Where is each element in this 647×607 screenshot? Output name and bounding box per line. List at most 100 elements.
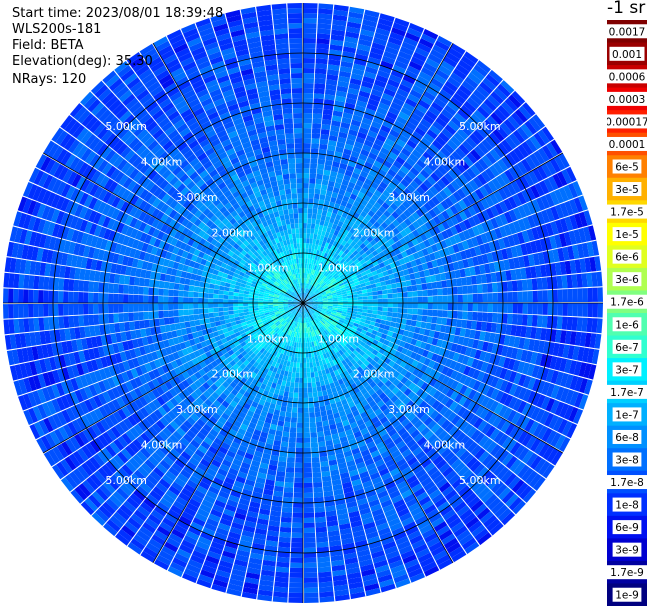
range-gate — [456, 128, 469, 140]
range-gate — [315, 376, 320, 382]
range-gate — [468, 179, 479, 191]
range-gate — [322, 297, 328, 300]
range-gate — [353, 184, 362, 192]
range-gate — [321, 241, 327, 247]
range-gate — [346, 231, 353, 239]
range-gate — [400, 178, 410, 188]
range-gate — [356, 290, 363, 295]
range-gate — [416, 217, 425, 227]
range-gate — [431, 353, 439, 362]
range-gate — [289, 577, 303, 583]
range-gate — [311, 377, 316, 383]
range-gate — [365, 331, 372, 337]
range-gate — [305, 294, 310, 300]
range-gate — [357, 299, 363, 303]
range-gate — [332, 304, 338, 307]
range-gate — [338, 188, 346, 196]
range-gate — [345, 285, 351, 289]
range-gate — [512, 129, 525, 144]
range-gate — [347, 238, 354, 245]
range-gate — [418, 270, 426, 278]
range-gate — [322, 269, 327, 275]
range-gate — [303, 477, 313, 483]
range-gate — [426, 129, 438, 140]
ray — [303, 9, 380, 303]
range-gate — [573, 197, 584, 213]
range-gate — [485, 322, 492, 332]
range-gate — [326, 293, 332, 297]
range-gate — [591, 349, 600, 365]
range-gate — [303, 507, 314, 513]
range-gate — [520, 349, 528, 362]
range-gate — [515, 325, 522, 337]
range-gate — [325, 259, 331, 266]
range-gate — [448, 47, 463, 60]
range-gate — [577, 288, 583, 302]
range-gate — [587, 303, 593, 318]
range-gate — [345, 287, 352, 292]
range-gate — [349, 270, 355, 276]
range-gate — [467, 338, 475, 348]
range-gate — [299, 337, 302, 343]
range-gate — [303, 527, 315, 533]
range-gate — [316, 308, 322, 312]
range-gate — [452, 92, 466, 105]
range-gate — [292, 522, 303, 528]
range-gate — [407, 206, 416, 215]
range-gate — [315, 416, 322, 423]
range-gate — [336, 312, 342, 316]
range-gate — [363, 139, 374, 148]
range-gate — [479, 264, 486, 275]
range-gate — [310, 263, 314, 270]
range-gate — [391, 177, 401, 187]
range-gate — [308, 193, 315, 199]
range-gate — [306, 223, 312, 229]
range-gate — [308, 284, 312, 290]
range-gate — [317, 158, 326, 165]
range-gate — [392, 293, 398, 298]
range-gate — [307, 304, 313, 307]
range-gate — [460, 345, 468, 355]
range-gate — [420, 95, 433, 106]
range-gate — [470, 149, 482, 161]
range-gate — [310, 367, 314, 373]
range-gate — [303, 442, 311, 448]
range-gate — [353, 230, 360, 237]
range-gate — [309, 238, 313, 244]
ray — [303, 287, 603, 303]
range-gate — [482, 293, 488, 303]
range-gate — [420, 214, 429, 224]
range-gate — [525, 350, 533, 363]
range-gate — [339, 162, 348, 170]
range-gate — [306, 289, 310, 294]
range-gate — [428, 143, 440, 154]
range-gate — [421, 315, 428, 323]
range-gate — [486, 252, 494, 263]
range-gate — [316, 271, 321, 277]
range-gate — [361, 80, 374, 89]
range-gate — [363, 194, 371, 203]
range-gate — [333, 283, 339, 287]
range-gate — [313, 492, 324, 498]
range-gate — [419, 205, 429, 215]
ray — [303, 210, 593, 303]
range-gate — [289, 572, 303, 578]
range-gate — [346, 186, 354, 194]
range-gate — [405, 32, 420, 43]
range-gate — [499, 122, 513, 136]
range-gate — [527, 215, 536, 228]
range-gate — [311, 294, 316, 298]
range-gate — [471, 236, 479, 247]
range-gate — [498, 238, 506, 250]
range-gate — [473, 64, 488, 77]
range-gate — [345, 225, 352, 232]
range-gate — [516, 161, 528, 175]
range-gate — [346, 26, 361, 34]
range-gate — [347, 134, 357, 142]
range-gate — [337, 294, 343, 298]
range-gate — [504, 369, 513, 382]
range-gate — [351, 188, 360, 196]
range-gate — [486, 342, 494, 353]
range-gate — [315, 291, 320, 295]
range-gate — [328, 255, 333, 261]
